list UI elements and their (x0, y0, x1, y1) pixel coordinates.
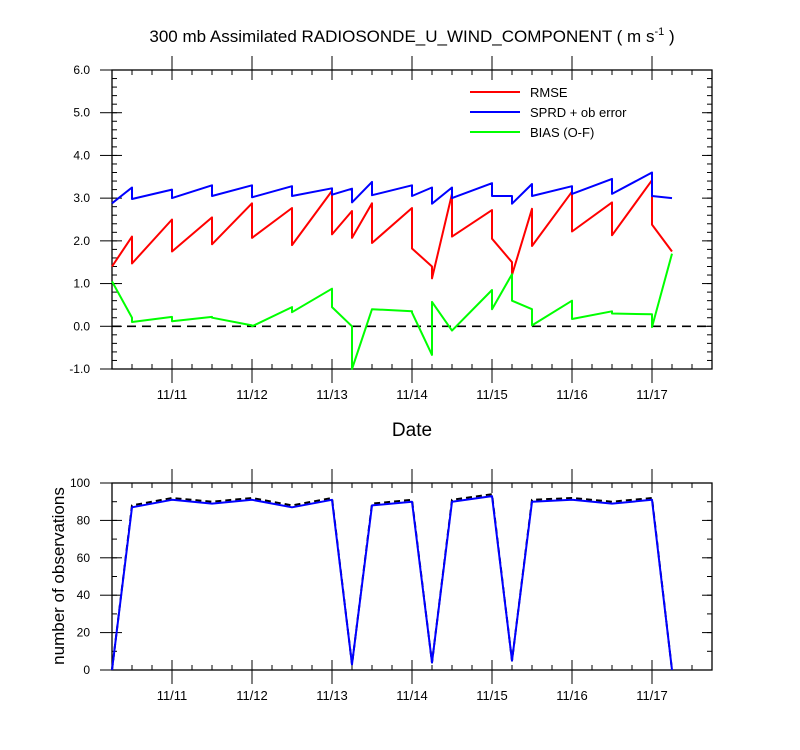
chart-title-main: 300 mb Assimilated RADIOSONDE_U_WIND_COM… (149, 27, 654, 46)
top-xtick-label: 11/13 (316, 387, 348, 402)
bottom-xtick-label: 11/17 (636, 688, 668, 703)
bottom-ytick-label: 80 (77, 513, 91, 527)
top-xtick-label: 11/17 (636, 387, 668, 402)
top-ytick-label: 2.0 (73, 234, 90, 248)
rmse-line (111, 179, 673, 280)
bottom-y-axis-label: number of observations (49, 487, 68, 665)
top-xtick-label: 11/11 (157, 387, 188, 402)
bottom-xtick-label: 11/13 (316, 688, 348, 703)
top-axes: -1.0 0.0 1.0 2.0 3.0 4.0 5.0 6.0 11/11 11/12 11/13… (69, 56, 713, 402)
bias-line (111, 253, 673, 370)
top-xtick-label: 11/16 (556, 387, 588, 402)
bottom-xtick-label: 11/12 (236, 688, 268, 703)
sprd-line (111, 171, 673, 205)
obs-count-solid-line (111, 495, 673, 671)
bottom-ytick-label: 0 (83, 663, 90, 677)
bottom-axes: 0 20 40 60 80 100 11/11 11/12 11/13 11/14 11/15 11/… (70, 469, 713, 703)
bottom-ytick-label: 100 (70, 476, 90, 490)
top-ytick-label: 5.0 (73, 106, 90, 120)
bottom-xtick-label: 11/14 (396, 688, 428, 703)
legend-label-bias: BIAS (O-F) (530, 125, 594, 140)
chart-title-end: ) (664, 27, 674, 46)
top-ytick-label: 1.0 (73, 277, 90, 291)
top-ytick-label: 6.0 (73, 63, 90, 77)
top-xtick-label: 11/14 (396, 387, 428, 402)
bottom-frame (111, 482, 713, 671)
bottom-ytick-label: 40 (77, 588, 91, 602)
top-plot: -1.0 0.0 1.0 2.0 3.0 4.0 5.0 6.0 11/11 11/12 11/13… (69, 56, 713, 402)
top-ytick-label: 4.0 (73, 148, 90, 162)
top-ytick-label: 0.0 (73, 319, 90, 333)
top-series (111, 171, 712, 370)
top-ytick-label: -1.0 (69, 362, 90, 376)
top-xtick-label: 11/15 (476, 387, 508, 402)
obs-count-dashed-line (111, 493, 673, 671)
chart-title-superscript: -1 (654, 26, 664, 38)
bottom-ytick-label: 20 (77, 626, 91, 640)
bottom-xtick-label: 11/15 (476, 688, 508, 703)
bottom-plot: 0 20 40 60 80 100 11/11 11/12 11/13 11/14 11/15 11/… (70, 469, 713, 703)
bottom-xtick-label: 11/11 (157, 688, 188, 703)
legend-label-sprd: SPRD + ob error (530, 105, 627, 120)
bottom-series (111, 493, 673, 671)
x-axis-label: Date (392, 420, 432, 441)
bottom-xtick-label: 11/16 (556, 688, 588, 703)
chart-title: 300 mb Assimilated RADIOSONDE_U_WIND_COM… (149, 26, 674, 46)
top-xtick-label: 11/12 (236, 387, 268, 402)
top-ytick-label: 3.0 (73, 191, 90, 205)
legend-label-rmse: RMSE (530, 85, 568, 100)
legend: RMSE SPRD + ob error BIAS (O-F) (470, 85, 627, 140)
bottom-ytick-label: 60 (77, 551, 91, 565)
